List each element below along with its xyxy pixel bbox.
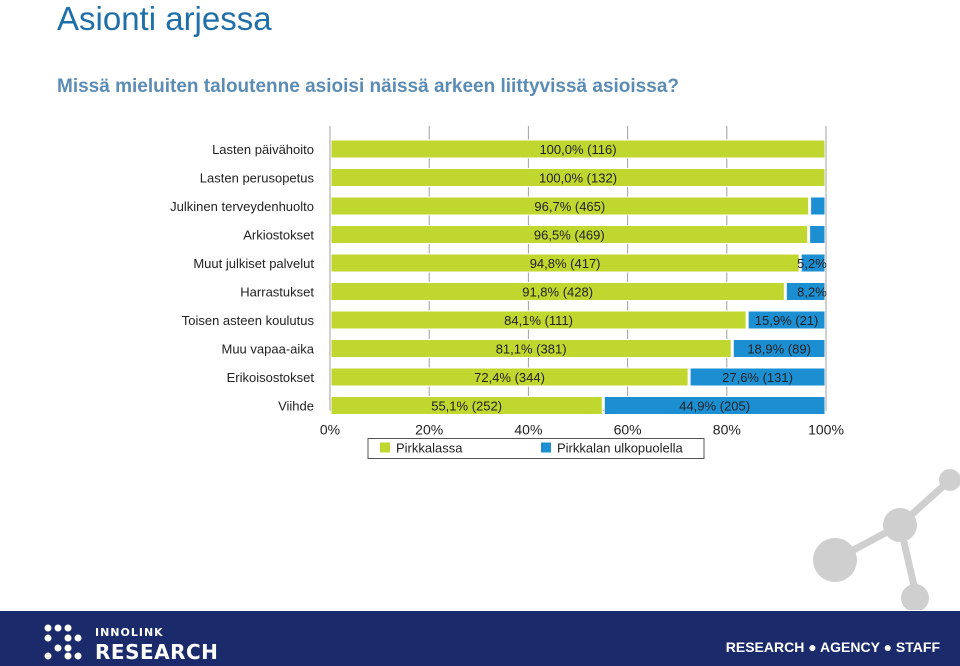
data-label: 15,9% (21) (755, 313, 819, 328)
data-label: 91,8% (428) (522, 285, 593, 300)
innolink-logo-icon (44, 624, 82, 660)
bar-ulkopuolella (810, 196, 826, 216)
bar-pirkkalassa (330, 196, 810, 216)
decorative-molecule-graphic (813, 469, 960, 610)
bar-ulkopuolella (747, 310, 826, 330)
data-label: 100,0% (116) (539, 142, 616, 157)
bar-pirkkalassa (330, 168, 826, 187)
bar-ulkopuolella (785, 282, 826, 301)
data-label: 27,6% (131) (722, 370, 793, 385)
data-label: 96,5% (469) (534, 228, 605, 243)
legend-label: Pirkkalassa (396, 441, 463, 456)
data-label: 96,7% (465) (534, 199, 605, 214)
legend-label: Pirkkalan ulkopuolella (557, 441, 684, 456)
stacked-bar-chart: Lasten päivähoito 100,0% (116) Lasten peru… (170, 126, 844, 459)
bar-ulkopuolella (809, 225, 826, 244)
footer-bar: INNOLINK RESEARCH RESEARCH ● AGENCY ● ST… (0, 611, 960, 666)
logo-text-bottom: RESEARCH (95, 640, 219, 664)
category-label: Viihde (278, 399, 314, 414)
data-label: 5,2% (797, 256, 827, 271)
category-label: Erikoisostokset (227, 370, 315, 385)
category-label: Muut julkiset palvelut (193, 256, 314, 271)
data-label: 18,9% (89) (747, 342, 811, 357)
logo-text-top: INNOLINK (95, 626, 164, 639)
category-label: Julkinen terveydenhuolto (170, 199, 314, 214)
bar-pirkkalassa (330, 396, 603, 415)
data-label: 84,1% (111) (504, 313, 573, 328)
x-tick-label: 20% (415, 422, 443, 438)
bar-pirkkalassa (330, 282, 785, 301)
bar-pirkkalassa (330, 139, 826, 159)
legend-swatch (541, 442, 551, 453)
legend-swatch (380, 442, 390, 453)
category-label: Muu vapaa-aika (222, 342, 315, 357)
x-tick-label: 0% (320, 422, 340, 438)
category-label: Harrastukset (240, 285, 314, 300)
category-label: Lasten päivähoito (212, 142, 314, 157)
bar-ulkopuolella (689, 367, 826, 387)
data-label: 72,4% (344) (474, 370, 545, 385)
slide-subtitle: Missä mieluiten taloutenne asioisi näiss… (57, 76, 679, 97)
data-label: 81,1% (381) (496, 342, 567, 357)
x-tick-label: 60% (614, 422, 642, 438)
data-label: 55,1% (252) (431, 399, 502, 414)
x-tick-label: 40% (514, 422, 542, 438)
slide-title: Asionti arjessa (57, 0, 272, 37)
data-label: 94,8% (417) (530, 256, 601, 271)
data-label: 44,9% (205) (679, 399, 750, 414)
footer-tagline: RESEARCH ● AGENCY ● STAFF (725, 639, 940, 655)
bar-pirkkalassa (330, 310, 747, 330)
bar-ulkopuolella (732, 339, 826, 358)
category-label: Arkiostokset (243, 228, 314, 243)
bar-pirkkalassa (330, 339, 732, 358)
category-label: Toisen asteen koulutus (182, 313, 315, 328)
data-label: 8,2% (797, 285, 827, 300)
x-tick-label: 80% (713, 422, 741, 438)
category-label: Lasten perusopetus (200, 171, 315, 186)
legend-box (367, 438, 705, 459)
data-label: 100,0% (132) (539, 171, 617, 186)
bar-ulkopuolella (800, 253, 826, 273)
x-tick-label: 100% (808, 422, 844, 438)
bar-pirkkalassa (330, 367, 689, 387)
bar-pirkkalassa (330, 225, 809, 244)
bar-pirkkalassa (330, 253, 800, 273)
bar-ulkopuolella (603, 396, 826, 415)
